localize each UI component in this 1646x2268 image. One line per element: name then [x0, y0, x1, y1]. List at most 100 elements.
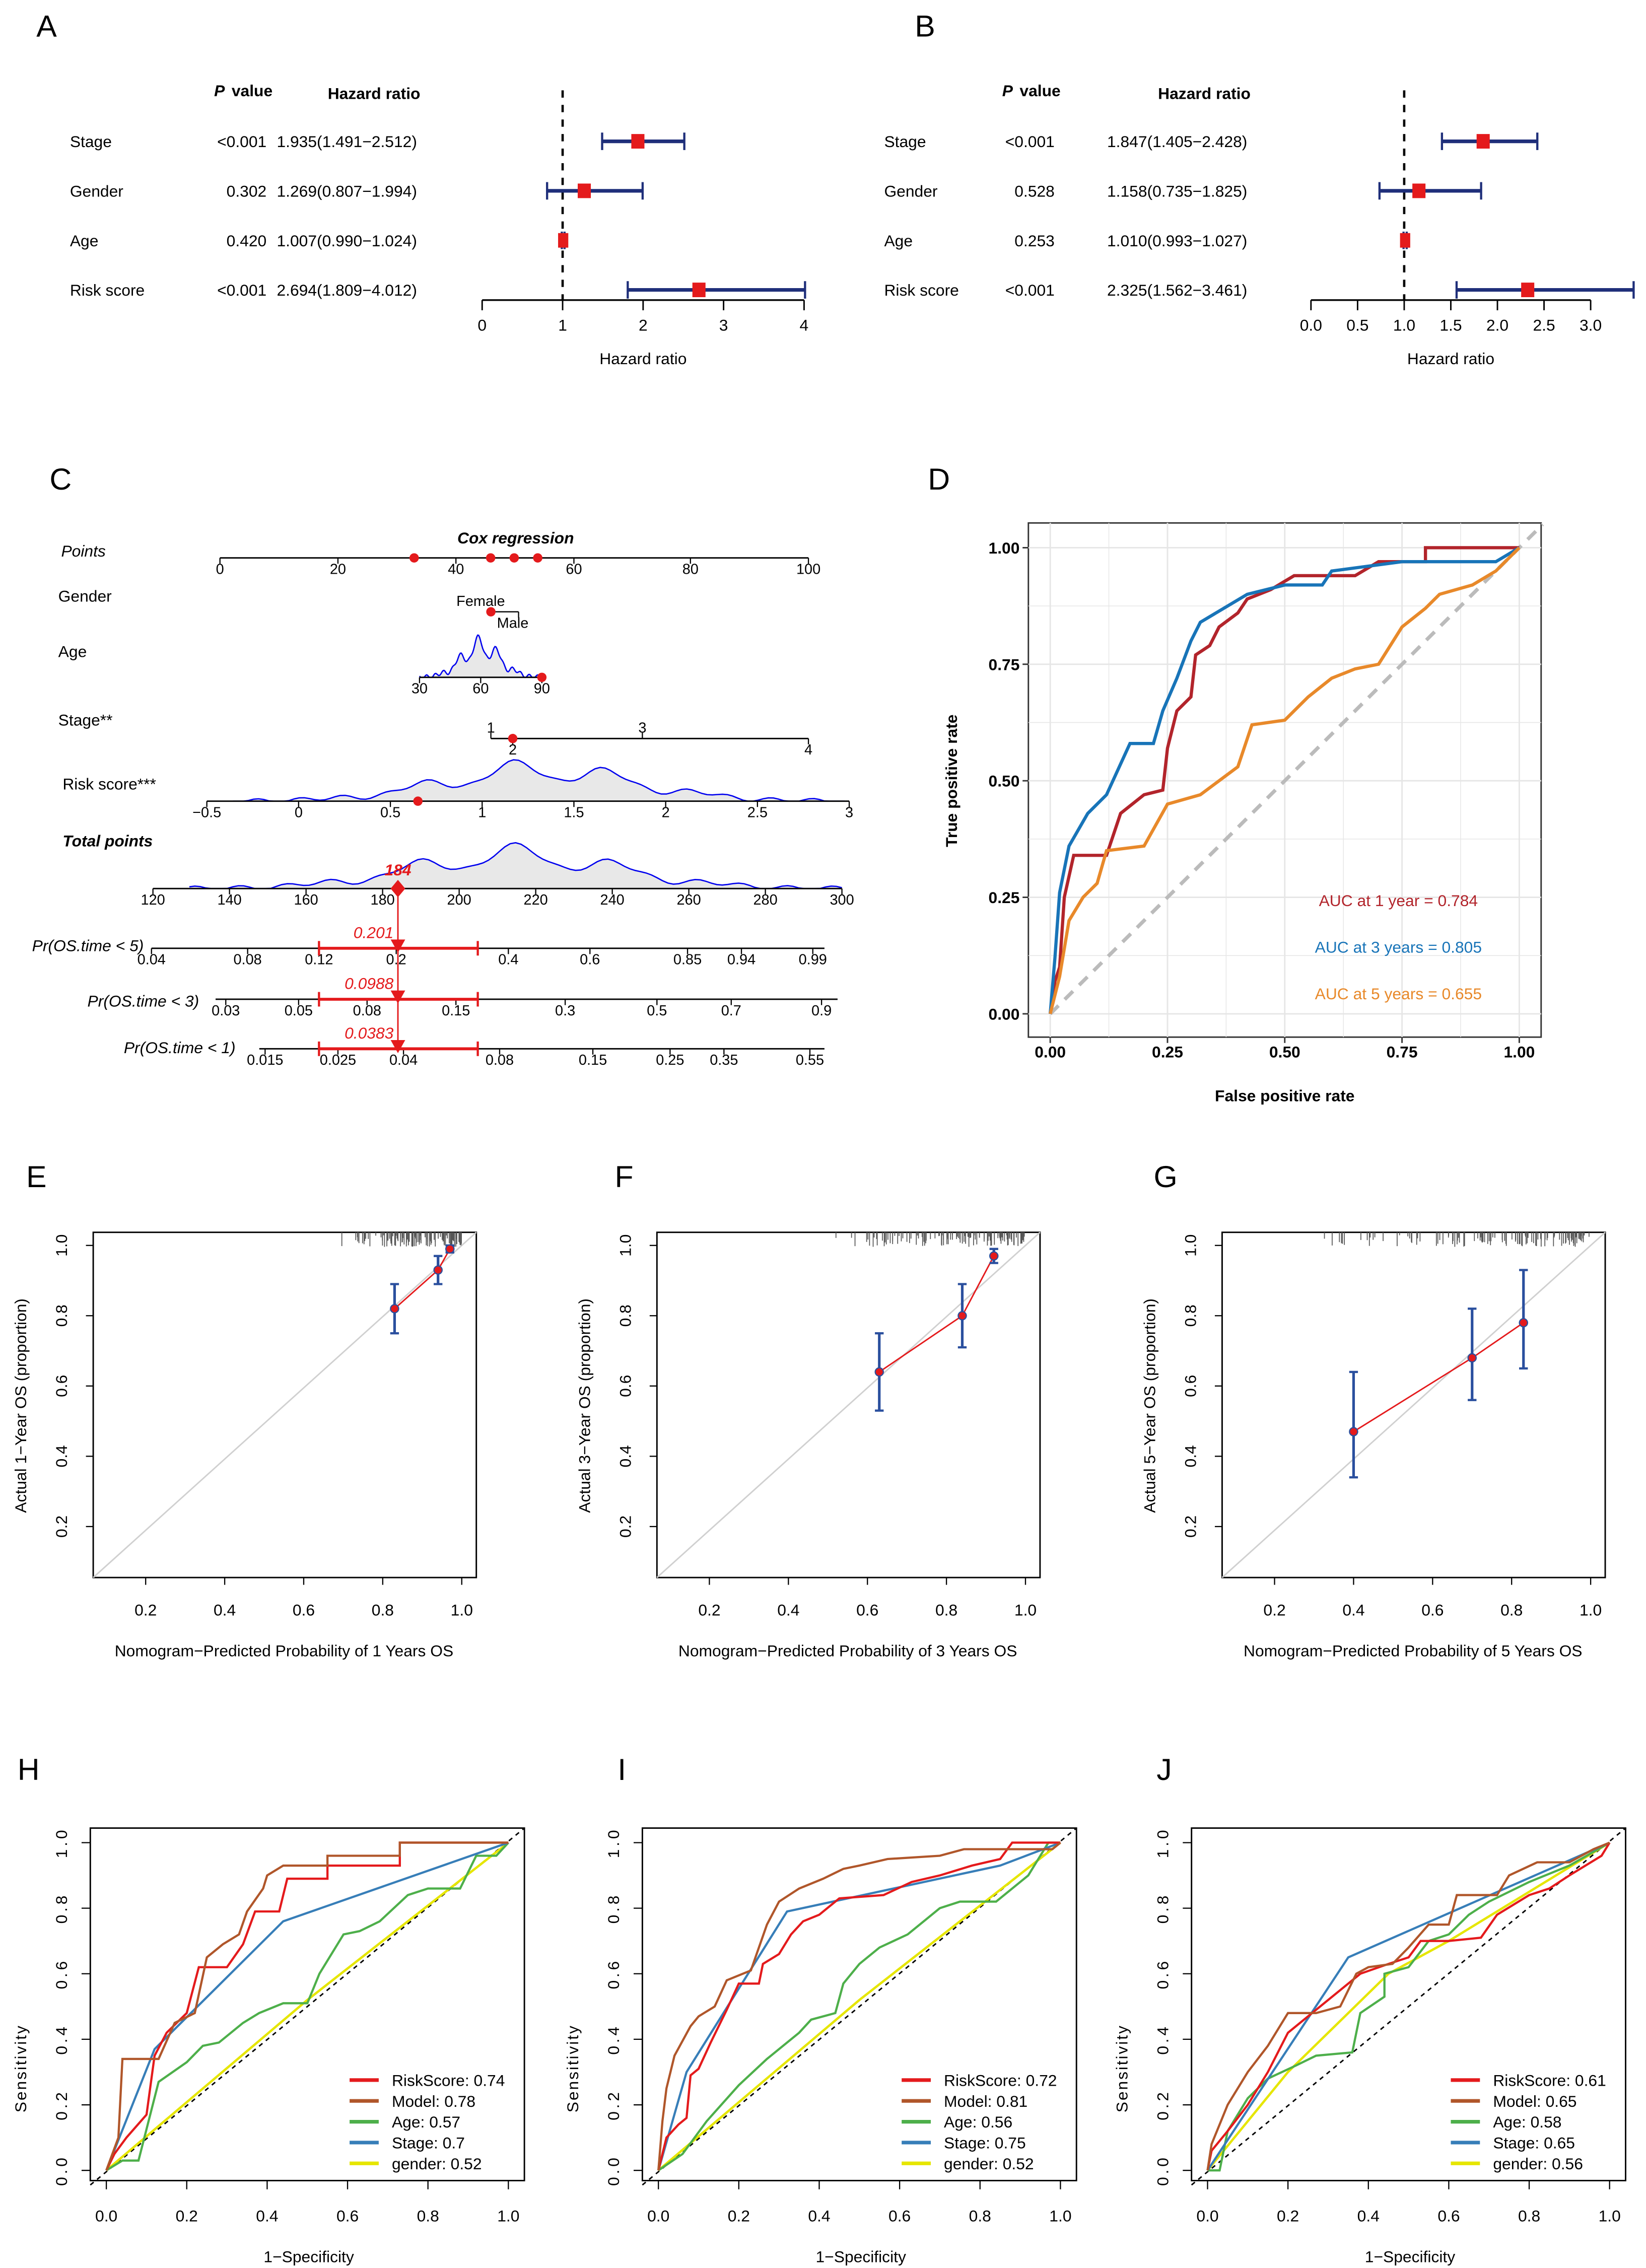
y-tick-label: 0.4 — [616, 1445, 634, 1467]
y-tick-label: 0.2 — [616, 1516, 634, 1538]
risk-marker — [413, 796, 423, 806]
total-tick-label: 200 — [447, 892, 471, 908]
roc-curve-0 — [105, 1841, 509, 2171]
row-hazard-ratio: 1.158(0.735−1.825) — [1107, 182, 1247, 200]
y-tick-label: 0.8 — [1181, 1304, 1199, 1327]
row-hazard-ratio: 1.269(0.807−1.994) — [277, 182, 417, 200]
roc-curve-0 — [657, 1841, 1061, 2171]
x-axis-label: 1−Specificity — [1365, 2247, 1455, 2265]
risk-tick-label: 1 — [478, 804, 486, 820]
total-tick-label: 280 — [753, 892, 777, 908]
x-tick-label: 0.2 — [728, 2207, 750, 2225]
panel-label: C — [49, 462, 72, 496]
probability-tick-label: 0.55 — [796, 1052, 824, 1068]
points-label: Points — [61, 542, 105, 560]
y-tick-label: 0.00 — [989, 1005, 1020, 1023]
probability-tick-label: 0.08 — [486, 1052, 514, 1068]
total-density — [189, 842, 842, 889]
x-tick-label: 0.4 — [1342, 1601, 1364, 1619]
total-points-label: Total points — [62, 832, 153, 850]
total-tick-label: 260 — [676, 892, 701, 908]
y-tick-label: 0.6 — [1153, 1958, 1172, 1989]
points-tick-label: 60 — [566, 562, 582, 578]
y-tick-label: 1.00 — [989, 539, 1020, 557]
probability-tick-label: 0.03 — [212, 1003, 240, 1019]
x-axis-label: 1−Specificity — [815, 2247, 906, 2265]
x-tick-label: 0.2 — [1277, 2207, 1299, 2225]
y-tick-label: 1.0 — [1153, 1827, 1172, 1859]
row-hazard-ratio: 1.010(0.993−1.027) — [1107, 232, 1247, 250]
header-hazard-ratio: Hazard ratio — [1158, 85, 1251, 103]
points-marker — [509, 553, 519, 563]
chance-line — [642, 1827, 1077, 2186]
total-tick-label: 140 — [218, 892, 242, 908]
total-density-fill — [189, 843, 842, 889]
age-tick-label: 30 — [411, 681, 428, 697]
points-tick-label: 20 — [330, 562, 346, 578]
legend-label: gender: 0.56 — [1493, 2155, 1583, 2173]
y-tick-label: 0.6 — [52, 1958, 71, 1989]
legend-label: Model: 0.65 — [1493, 2092, 1576, 2110]
auc-legend-0: AUC at 1 year = 0.784 — [1319, 891, 1478, 910]
plot-area — [656, 1231, 1041, 1578]
panel-label: H — [18, 1752, 40, 1786]
nomogram-title: Cox regression — [457, 529, 574, 547]
x-tick-label: 0.2 — [134, 1601, 157, 1619]
stage-label: Stage** — [58, 711, 113, 729]
x-axis-label: Hazard ratio — [1407, 350, 1494, 368]
legend-label: Model: 0.78 — [392, 2092, 475, 2110]
total-tick-label: 240 — [600, 892, 625, 908]
header-p-value: value — [232, 82, 272, 100]
age-label: Age — [58, 642, 87, 660]
row-hazard-ratio: 1.935(1.491−2.512) — [277, 132, 417, 151]
probability-value: 0.201 — [354, 924, 394, 942]
x-axis-label: Nomogram−Predicted Probability of 1 Year… — [115, 1641, 453, 1660]
total-tick-label: 220 — [524, 892, 548, 908]
gender-level-male: Male — [497, 615, 529, 632]
x-tick-label: 2.0 — [1486, 316, 1508, 334]
stage-tick-label: 3 — [638, 720, 646, 736]
x-tick-label: 0.2 — [698, 1601, 720, 1619]
row-label: Risk score — [70, 281, 145, 299]
x-tick-label: 0.8 — [417, 2207, 439, 2225]
probability-tick-label: 0.25 — [656, 1052, 684, 1068]
x-tick-label: 0.6 — [293, 1601, 315, 1619]
probability-label: Pr(OS.time < 1) — [124, 1039, 236, 1057]
y-tick-label: 0.4 — [52, 1445, 71, 1467]
row-label: Age — [70, 232, 99, 250]
y-tick-label: 0.0 — [52, 2155, 71, 2186]
panel-label: I — [618, 1752, 626, 1786]
calibration-point — [957, 1311, 967, 1321]
calibration-point — [1519, 1318, 1528, 1328]
y-tick-label: 0.8 — [52, 1304, 71, 1327]
x-axis-label: False positive rate — [1215, 1086, 1354, 1105]
y-tick-label: 0.0 — [604, 2155, 623, 2186]
stage-marker — [508, 734, 518, 743]
y-tick-label: 0.2 — [604, 2089, 623, 2120]
y-axis-label: Actual 3−Year OS (proportion) — [575, 1298, 593, 1513]
probability-tick-label: 0.2 — [386, 952, 406, 968]
x-tick-label: 0.00 — [1035, 1043, 1066, 1061]
y-tick-label: 0.8 — [52, 1893, 71, 1924]
row-label: Stage — [884, 132, 926, 151]
x-tick-label: 0.4 — [777, 1601, 799, 1619]
legend-label: RiskScore: 0.74 — [392, 2071, 505, 2089]
x-tick-label: 3.0 — [1580, 316, 1602, 334]
risk-tick-label: 0.5 — [380, 804, 400, 820]
y-tick-label: 0.8 — [616, 1304, 634, 1327]
row-p-value: 0.528 — [1014, 182, 1055, 200]
y-tick-label: 1.0 — [52, 1234, 71, 1257]
probability-marker — [390, 1040, 405, 1053]
stage-tick-label: 2 — [509, 742, 517, 758]
risk-score-label: Risk score*** — [62, 775, 156, 793]
legend-label: RiskScore: 0.61 — [1493, 2071, 1606, 2089]
roc-curve-4 — [105, 1841, 509, 2171]
probability-tick-label: 0.7 — [721, 1003, 741, 1019]
x-tick-label: 0.8 — [1500, 1601, 1523, 1619]
legend-label: Age: 0.58 — [1493, 2113, 1561, 2131]
probability-tick-label: 0.08 — [234, 952, 262, 968]
x-tick-label: 0.6 — [336, 2207, 359, 2225]
x-tick-label: 1.0 — [497, 2207, 519, 2225]
y-tick-label: 0.6 — [616, 1375, 634, 1397]
roc-curve-1 — [657, 1841, 1061, 2171]
